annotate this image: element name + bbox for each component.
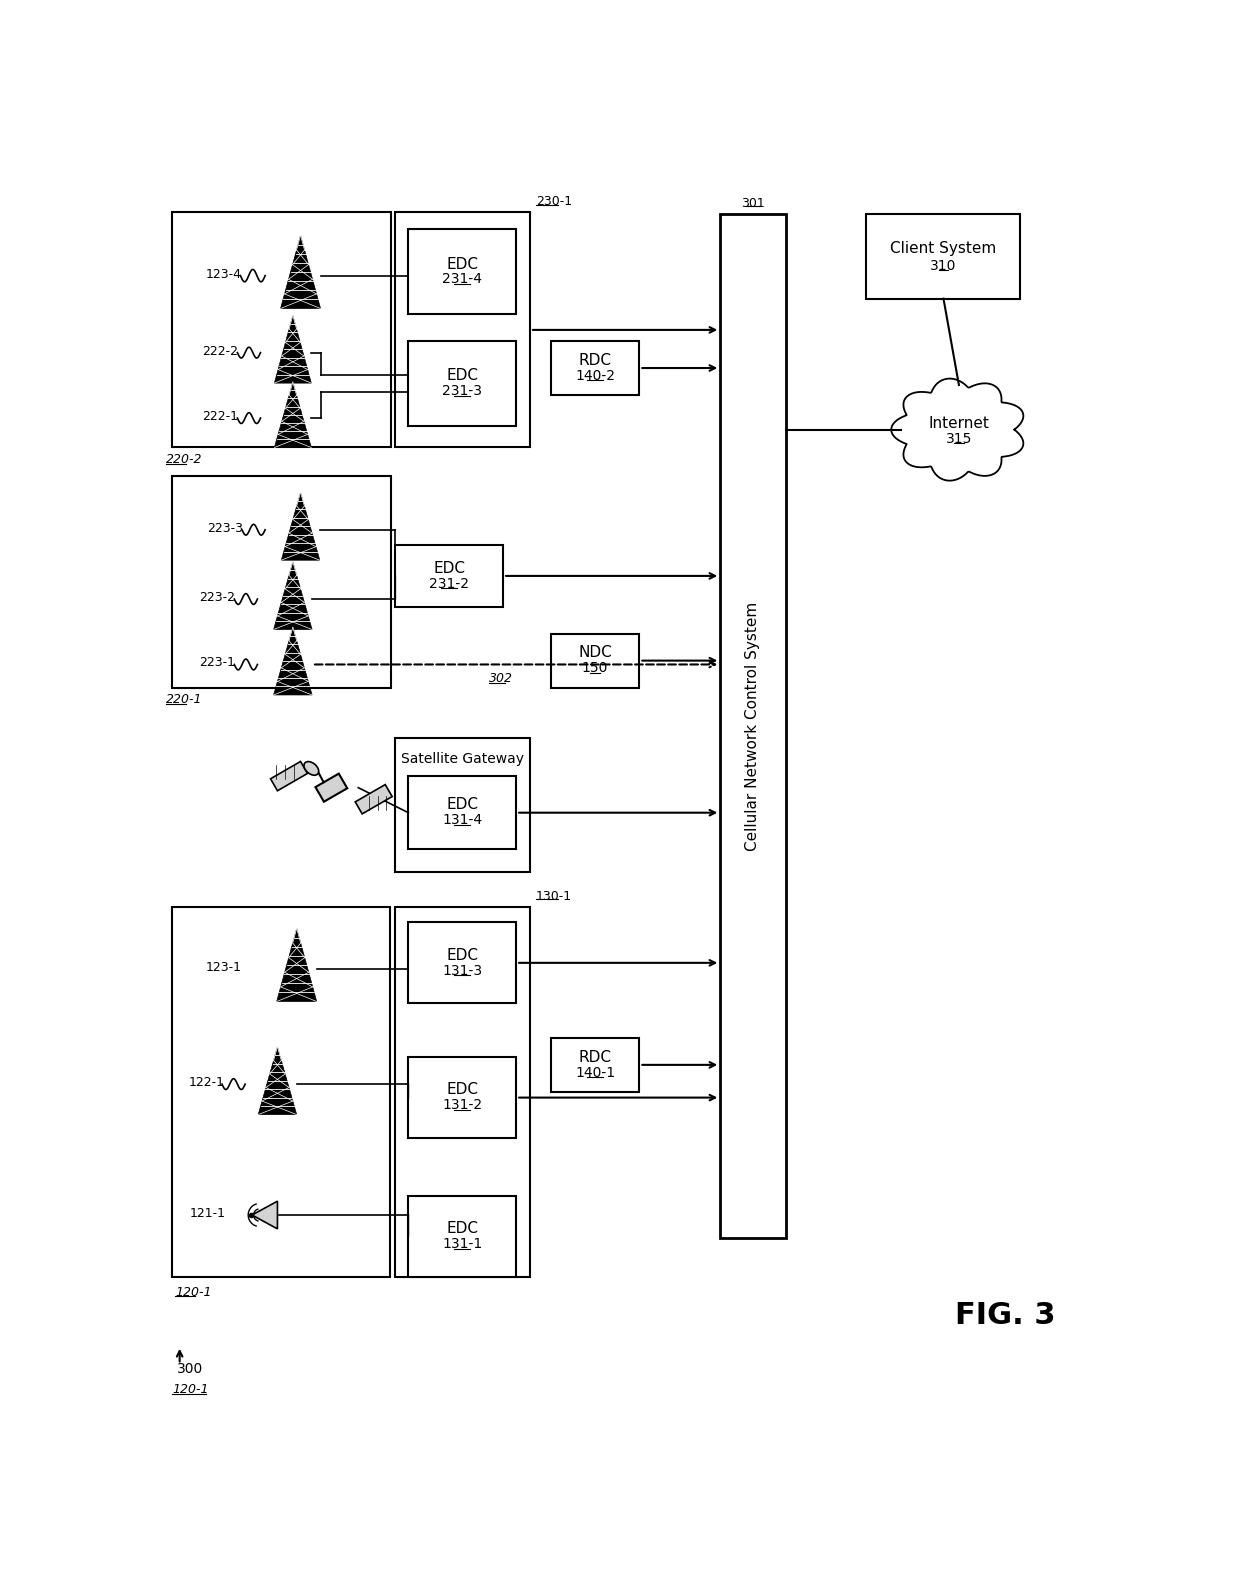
Polygon shape xyxy=(274,382,311,447)
Text: 231-4: 231-4 xyxy=(443,272,482,286)
Polygon shape xyxy=(270,762,308,791)
Text: Cellular Network Control System: Cellular Network Control System xyxy=(745,601,760,851)
Text: EDC: EDC xyxy=(446,256,479,272)
Text: 131-1: 131-1 xyxy=(443,1236,482,1251)
Bar xyxy=(867,215,1021,299)
Polygon shape xyxy=(274,627,312,695)
Text: 123-1: 123-1 xyxy=(206,961,242,974)
Text: 315: 315 xyxy=(946,431,972,445)
Text: 130-1: 130-1 xyxy=(536,889,573,902)
Text: 223-2: 223-2 xyxy=(200,590,236,605)
Polygon shape xyxy=(281,493,320,560)
Text: 310: 310 xyxy=(930,259,957,272)
Bar xyxy=(396,546,503,606)
Text: EDC: EDC xyxy=(446,948,479,963)
Bar xyxy=(396,738,529,872)
Polygon shape xyxy=(280,235,321,309)
Bar xyxy=(172,476,392,687)
Polygon shape xyxy=(274,562,312,630)
Text: 150: 150 xyxy=(582,662,609,675)
Text: 131-3: 131-3 xyxy=(443,964,482,977)
Polygon shape xyxy=(892,379,1023,480)
Ellipse shape xyxy=(304,762,319,775)
Bar xyxy=(396,907,529,1276)
Text: 230-1: 230-1 xyxy=(536,196,573,208)
Text: FIG. 3: FIG. 3 xyxy=(955,1300,1055,1330)
Bar xyxy=(408,923,516,1004)
Text: EDC: EDC xyxy=(433,560,465,576)
Text: Client System: Client System xyxy=(890,242,997,256)
Polygon shape xyxy=(274,315,311,383)
Text: 222-1: 222-1 xyxy=(202,410,238,423)
Text: RDC: RDC xyxy=(579,1050,611,1064)
Text: 220-2: 220-2 xyxy=(166,453,202,466)
Text: 120-1: 120-1 xyxy=(175,1286,212,1298)
Text: 301: 301 xyxy=(742,197,765,210)
Text: 140-2: 140-2 xyxy=(575,369,615,383)
Text: EDC: EDC xyxy=(446,1082,479,1098)
Bar xyxy=(551,633,640,687)
Polygon shape xyxy=(355,784,392,815)
Text: 220-1: 220-1 xyxy=(166,694,202,706)
Text: 223-1: 223-1 xyxy=(200,657,236,670)
Text: 131-2: 131-2 xyxy=(443,1098,482,1112)
Bar xyxy=(408,776,516,850)
Bar xyxy=(396,213,529,447)
Bar xyxy=(408,1056,516,1138)
Text: Internet: Internet xyxy=(929,415,990,431)
Bar xyxy=(172,907,389,1276)
Text: 222-2: 222-2 xyxy=(202,345,238,358)
Text: EDC: EDC xyxy=(446,368,479,383)
Text: 223-3: 223-3 xyxy=(207,522,243,535)
Bar xyxy=(551,1037,640,1091)
Text: 231-2: 231-2 xyxy=(429,576,469,590)
Text: EDC: EDC xyxy=(446,1220,479,1236)
Text: NDC: NDC xyxy=(578,646,613,660)
Bar xyxy=(172,213,392,447)
Bar xyxy=(408,340,516,426)
Bar xyxy=(720,215,786,1238)
Polygon shape xyxy=(258,1047,296,1115)
Text: 300: 300 xyxy=(177,1362,203,1376)
Text: 140-1: 140-1 xyxy=(575,1066,615,1080)
Polygon shape xyxy=(277,929,316,1002)
Text: 123-4: 123-4 xyxy=(206,267,242,280)
Bar xyxy=(551,340,640,395)
Text: 121-1: 121-1 xyxy=(190,1208,226,1220)
Bar xyxy=(408,1196,516,1276)
Text: 231-3: 231-3 xyxy=(443,383,482,398)
Text: RDC: RDC xyxy=(579,353,611,368)
Text: 302: 302 xyxy=(490,671,513,684)
Text: 131-4: 131-4 xyxy=(443,813,482,827)
Polygon shape xyxy=(252,1201,278,1228)
Text: 122-1: 122-1 xyxy=(188,1076,224,1090)
Text: 120-1: 120-1 xyxy=(172,1383,208,1395)
Text: EDC: EDC xyxy=(446,797,479,813)
Polygon shape xyxy=(315,773,347,802)
Text: Satellite Gateway: Satellite Gateway xyxy=(401,753,525,767)
Bar xyxy=(408,229,516,313)
